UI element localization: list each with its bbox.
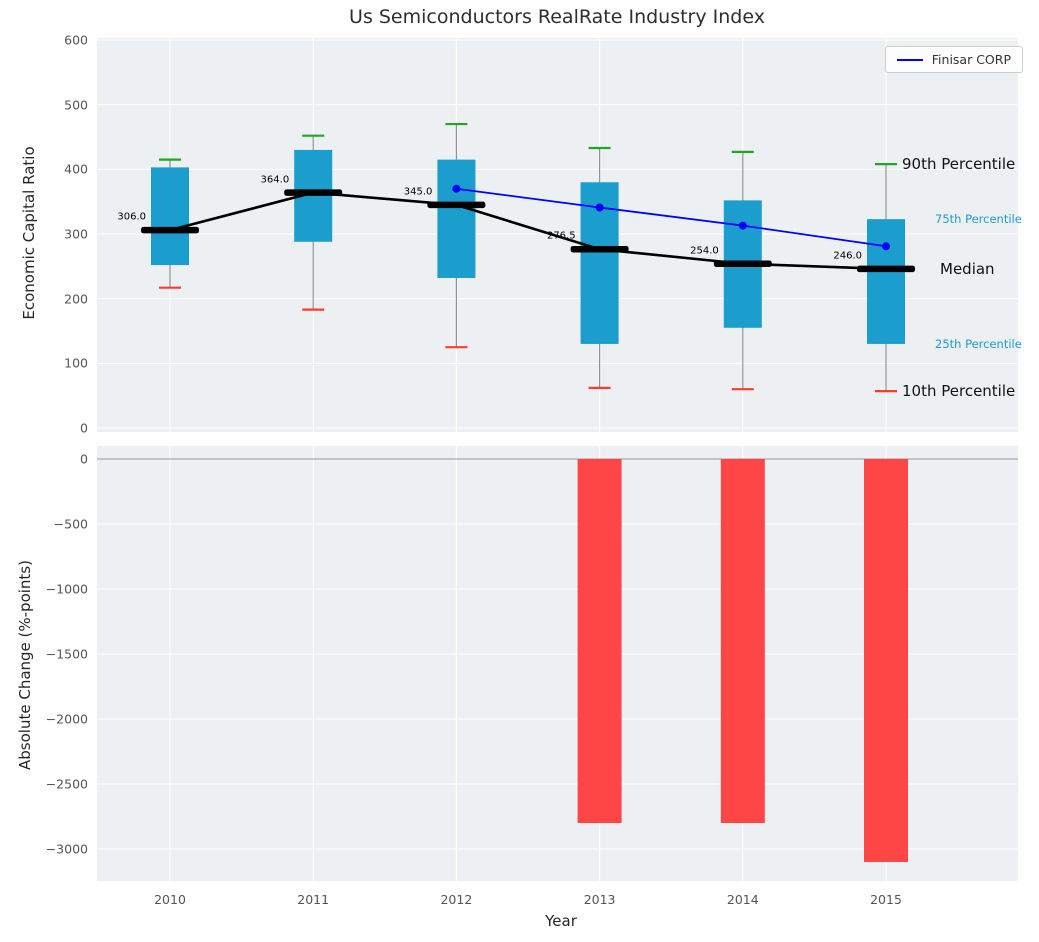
change-bar-2013 bbox=[577, 459, 622, 823]
x-tick-2014: 2014 bbox=[726, 892, 759, 907]
top-y-tick-0: 0 bbox=[80, 420, 88, 436]
median-value-label-2010: 306.0 bbox=[117, 211, 146, 223]
median-value-label-2012: 345.0 bbox=[403, 186, 433, 198]
finisar-line-swatch bbox=[896, 58, 923, 61]
x-tick-2011: 2011 bbox=[297, 892, 330, 907]
top-y-tick-100: 100 bbox=[64, 355, 88, 371]
median-value-label-2011: 364.0 bbox=[260, 174, 290, 186]
x-tick-2015: 2015 bbox=[870, 892, 902, 907]
median-marker-2012 bbox=[427, 201, 486, 209]
top-y-tick-600: 600 bbox=[64, 32, 88, 48]
median-marker-2014 bbox=[713, 260, 772, 267]
bottom-y-tick--3000: −3000 bbox=[45, 841, 88, 857]
finisar-marker-2013 bbox=[595, 203, 604, 212]
top-y-tick-500: 500 bbox=[64, 97, 88, 113]
annotation-p10: 10th Percentile bbox=[902, 382, 1016, 401]
chart-title: Us Semiconductors RealRate Industry Inde… bbox=[349, 6, 765, 28]
bottom-y-tick--1000: −1000 bbox=[45, 581, 88, 597]
iqr-box-2015 bbox=[867, 219, 905, 344]
median-marker-2013 bbox=[570, 245, 629, 253]
bottom-y-tick--1500: −1500 bbox=[45, 646, 88, 662]
top-y-tick-400: 400 bbox=[64, 161, 88, 177]
finisar-marker-2012 bbox=[452, 184, 461, 193]
iqr-box-2012 bbox=[437, 159, 476, 278]
finisar-line bbox=[456, 187, 887, 248]
bottom-y-axis-label: Absolute Change (%-points) bbox=[16, 560, 34, 770]
x-tick-2013: 2013 bbox=[583, 892, 616, 907]
bottom-y-tick--2000: −2000 bbox=[45, 711, 88, 727]
legend-label: Finisar CORP bbox=[931, 52, 1011, 67]
iqr-box-2010 bbox=[151, 167, 189, 266]
annotation-median: Median bbox=[940, 259, 995, 278]
bottom-y-tick-0: 0 bbox=[80, 451, 88, 467]
median-value-label-2014: 254.0 bbox=[690, 245, 719, 257]
top-y-axis-label: Economic Capital Ratio bbox=[20, 146, 38, 320]
x-axis-label: Year bbox=[545, 912, 577, 930]
change-bar-2014 bbox=[720, 459, 765, 823]
median-marker-2015 bbox=[857, 265, 915, 273]
median-marker-2010 bbox=[141, 226, 199, 234]
bottom-y-tick--500: −500 bbox=[53, 516, 88, 532]
top-y-tick-200: 200 bbox=[64, 291, 88, 307]
median-value-label-2013: 276.5 bbox=[546, 230, 576, 242]
finisar-marker-2014 bbox=[738, 221, 747, 230]
legend: Finisar CORP bbox=[884, 46, 1023, 73]
median-marker-2011 bbox=[284, 189, 343, 196]
annotation-p25: 25th Percentile bbox=[935, 336, 1022, 351]
median-value-label-2015: 246.0 bbox=[833, 250, 862, 262]
x-tick-2012: 2012 bbox=[440, 892, 473, 907]
finisar-marker-2015 bbox=[882, 242, 890, 251]
x-tick-2010: 2010 bbox=[154, 892, 186, 907]
bottom-y-tick--2500: −2500 bbox=[45, 776, 88, 792]
change-bar-2015 bbox=[864, 459, 908, 862]
annotation-p75: 75th Percentile bbox=[935, 212, 1022, 227]
annotation-p90: 90th Percentile bbox=[902, 155, 1016, 174]
top-y-tick-300: 300 bbox=[64, 226, 88, 242]
